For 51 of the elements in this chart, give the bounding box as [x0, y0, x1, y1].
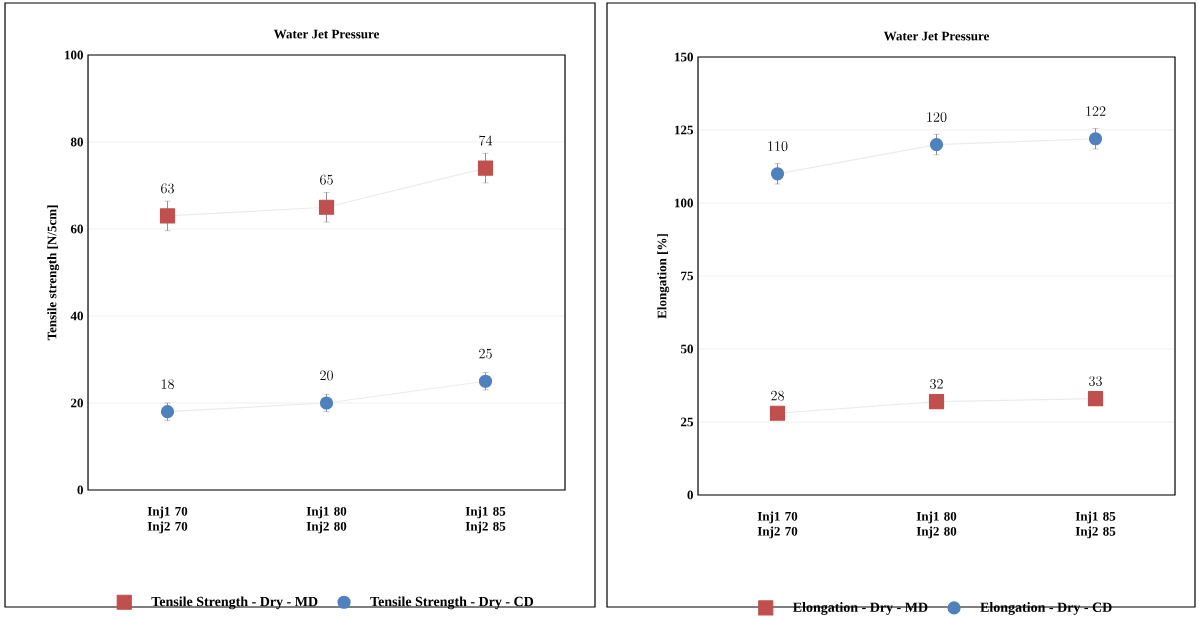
y-axis-title: Tensile strength [N/5cm]: [47, 205, 60, 341]
y-tick-label: 100: [65, 50, 83, 60]
data-label: 110: [768, 141, 788, 152]
x-tick-label: Inj1 80 Inj2 80: [306, 506, 347, 534]
y-tick-label: 25: [681, 417, 694, 427]
legend-label: Elongation - Dry - MD: [792, 602, 928, 616]
legend-label: Tensile Strength - Dry - MD: [151, 596, 318, 610]
y-tick-label: 60: [70, 224, 83, 234]
data-label: 33: [1089, 376, 1102, 387]
data-label: 18: [161, 379, 174, 390]
y-tick-label: 80: [70, 137, 83, 147]
data-label: 122: [1086, 106, 1106, 116]
y-tick-label: 40: [70, 311, 83, 321]
y-tick-label: 0: [77, 485, 83, 495]
point: [1087, 391, 1104, 407]
legend-label: Tensile Strength - Dry - CD: [370, 596, 534, 610]
point: [160, 405, 175, 419]
point: [929, 138, 944, 152]
y-tick-label: 75: [681, 271, 694, 281]
point: [769, 405, 786, 421]
x-tick-label: Inj1 70 Inj2 70: [757, 511, 798, 539]
y-tick-label: 0: [687, 490, 693, 500]
y-tick-label: 150: [675, 52, 693, 62]
data-label: 20: [320, 370, 333, 381]
point: [477, 160, 494, 176]
x-tick-label: Inj1 85 Inj2 85: [465, 506, 506, 534]
y-tick-label: 100: [675, 198, 693, 208]
point: [159, 208, 176, 224]
y-tick-label: 50: [681, 344, 693, 354]
point: [319, 396, 334, 410]
y-axis-title: Elongation [%]: [657, 234, 670, 319]
x-tick-label: Inj1 85 Inj2 85: [1075, 511, 1116, 539]
point: [770, 167, 785, 181]
chart-title: Water Jet Pressure: [273, 29, 380, 39]
data-label: 120: [927, 112, 947, 123]
data-label: 63: [161, 183, 174, 194]
legend-label: Elongation - Dry - CD: [980, 602, 1112, 616]
point: [1088, 132, 1103, 146]
data-label: 28: [771, 390, 784, 401]
x-tick-label: Inj1 70 Inj2 70: [147, 506, 188, 534]
data-label: 65: [320, 174, 333, 185]
point: [478, 374, 493, 388]
point: [928, 394, 945, 410]
point: [318, 199, 335, 215]
data-label: 74: [479, 135, 493, 146]
data-label: 25: [479, 348, 492, 359]
y-tick-label: 20: [71, 398, 83, 408]
chart-title: Water Jet Pressure: [883, 31, 990, 41]
data-label: 32: [930, 379, 943, 390]
x-tick-label: Inj1 80 Inj2 80: [916, 511, 957, 539]
y-tick-label: 125: [675, 125, 694, 135]
